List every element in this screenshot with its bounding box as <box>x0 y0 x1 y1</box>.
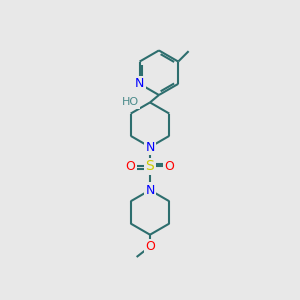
Text: O: O <box>126 160 136 173</box>
Text: O: O <box>145 240 155 253</box>
Text: S: S <box>146 159 154 173</box>
Text: N: N <box>145 140 155 154</box>
Text: N: N <box>145 184 155 196</box>
Text: N: N <box>135 77 144 90</box>
Text: O: O <box>164 160 174 173</box>
Text: HO: HO <box>122 98 139 107</box>
